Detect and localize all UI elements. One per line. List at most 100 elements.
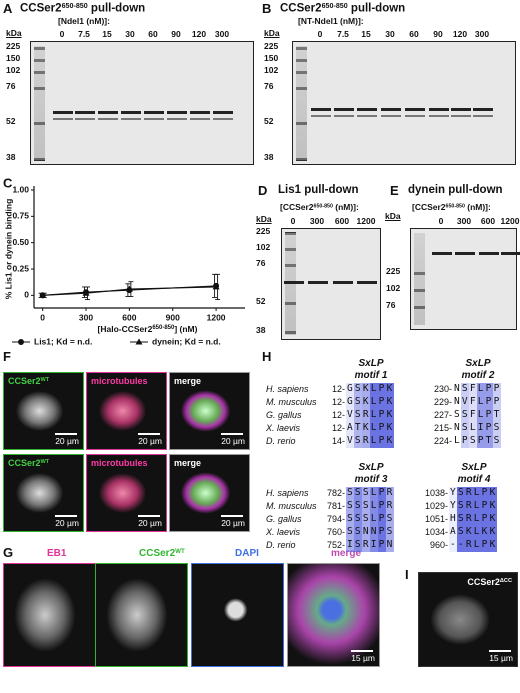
residue-shading (386, 513, 394, 526)
residue-shading (477, 422, 485, 435)
residue-shading (378, 435, 386, 448)
residue-shading (362, 487, 370, 500)
sequence: VSRLPK (347, 435, 395, 446)
x-tick-label: 0 (40, 312, 45, 322)
sequence: SSSLPR (347, 487, 395, 498)
marker-label: 76 (386, 300, 396, 310)
residue-shading (449, 487, 457, 500)
residue-shading (469, 383, 477, 396)
text-part: dynein pull-down (408, 184, 503, 196)
protein-band (381, 115, 401, 117)
species-name: H. sapiens (266, 384, 309, 394)
channel-label: DAPI (235, 548, 259, 560)
lane-label: 90 (433, 29, 443, 39)
lane-label: 90 (171, 29, 181, 39)
lane-label: 7.5 (337, 29, 349, 39)
residue-start: 782- (326, 488, 345, 498)
residue-shading (465, 487, 473, 500)
residue-shading (354, 435, 362, 448)
residue-shading (477, 396, 485, 409)
residue-shading (354, 487, 362, 500)
text-part: microtubules (91, 376, 148, 386)
gel (410, 228, 520, 330)
residue-shading (370, 435, 378, 448)
text-part: merge (331, 548, 362, 559)
x-axis-label: [Halo-CCSer2650-850] (nM) (98, 324, 198, 334)
superscript: 650-850 (152, 325, 175, 331)
residue-start: 1034- (424, 527, 448, 537)
species-name: X. laevis (266, 423, 301, 433)
sequence: GSKLPK (347, 396, 395, 407)
residue-shading (469, 422, 477, 435)
protein-band (429, 115, 449, 117)
protein-band (381, 108, 401, 111)
marker-label: 102 (264, 65, 279, 75)
scale-bar (221, 433, 243, 435)
micrograph: merge 20 µm (169, 454, 250, 532)
y-axis-label: % Lis1 or dynein binding (3, 199, 13, 300)
micrograph: CCSer2WT 20 µm (3, 454, 84, 532)
protein-band (75, 118, 95, 120)
residue-shading (489, 500, 497, 513)
marker-label: 102 (386, 283, 401, 293)
residue-shading (473, 513, 481, 526)
micrograph (3, 563, 96, 667)
kda-label: kDa (256, 214, 272, 224)
data-point (82, 289, 90, 296)
protein-band (144, 111, 164, 114)
marker-label: 52 (264, 116, 274, 126)
residue-start: 1029- (424, 501, 448, 511)
protein-band (334, 108, 354, 111)
marker-label: 225 (6, 41, 21, 51)
residue-shading (493, 409, 501, 422)
residue-shading (362, 383, 370, 396)
protein-band (98, 118, 118, 120)
residue-shading (354, 500, 362, 513)
residue-shading (370, 526, 378, 539)
residue-shading (362, 526, 370, 539)
residue-shading (473, 500, 481, 513)
residue-shading (378, 500, 386, 513)
panel-label: H (262, 349, 272, 364)
ladder-lane (296, 46, 307, 160)
scale-label: 20 µm (221, 518, 245, 529)
text-part: merge (174, 458, 202, 468)
panel-label: A (3, 1, 13, 16)
panel-title: dynein pull-down (408, 184, 503, 197)
motif-subtitle: motif 3 (354, 474, 388, 485)
residue-shading (362, 513, 370, 526)
residue-shading (485, 422, 493, 435)
protein-band (311, 108, 331, 111)
residue-shading (481, 539, 489, 552)
scale-label: 20 µm (138, 436, 162, 447)
scale-label: 20 µm (221, 436, 245, 447)
channel-label: CCSer2WT (8, 458, 49, 468)
residue-shading (346, 422, 354, 435)
residue-shading (362, 500, 370, 513)
lane-label: 7.5 (78, 29, 90, 39)
residue-start: 224- (433, 436, 452, 446)
marker-label: 76 (256, 258, 266, 268)
text-part: [CCSer2 (280, 202, 314, 212)
residue-shading (477, 409, 485, 422)
residue-start: 781- (326, 501, 345, 511)
residue-shading (346, 487, 354, 500)
sequence: SSFLPT (454, 409, 502, 420)
lane-label: 0 (59, 29, 65, 39)
residue-shading (473, 526, 481, 539)
scale-bar (138, 515, 160, 517)
sequence: SSNNPS (347, 526, 395, 537)
residue-shading (469, 396, 477, 409)
y-tick-label: 0 (24, 290, 29, 300)
superscript: 650-850 (321, 2, 348, 10)
protein-band (405, 115, 425, 117)
ladder-lane (34, 46, 45, 160)
text-part: [CCSer2 (412, 202, 446, 212)
residue-shading (370, 409, 378, 422)
protein-band (167, 111, 187, 114)
species-name: M. musculus (266, 397, 317, 407)
residue-shading (481, 526, 489, 539)
marker-label: 225 (386, 266, 401, 276)
text-part: [NT-Ndel1 (nM)]: (298, 16, 364, 26)
channel-label: microtubules (91, 458, 148, 468)
